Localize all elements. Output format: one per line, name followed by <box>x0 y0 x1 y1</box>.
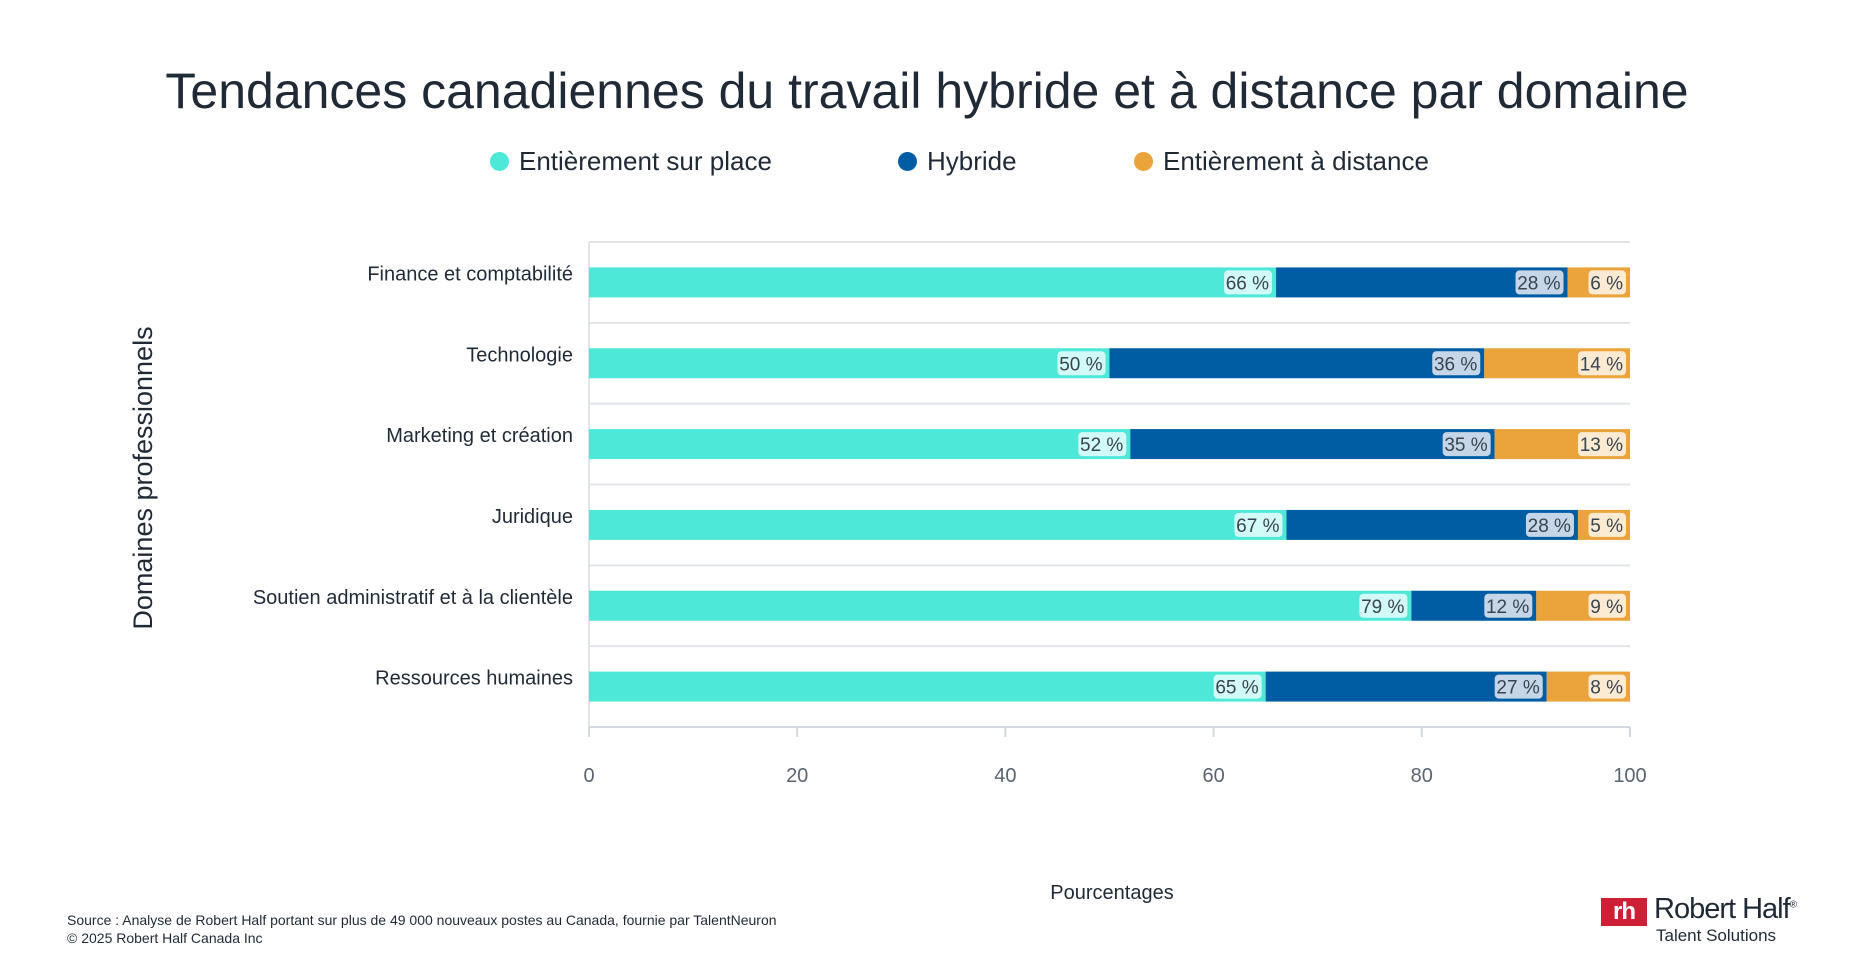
x-tick-label: 0 <box>583 765 594 787</box>
source-note: Source : Analyse de Robert Half portant … <box>67 912 777 928</box>
data-label: 52 % <box>1080 435 1123 456</box>
logo-tagline: Talent Solutions <box>1656 926 1777 945</box>
data-label: 14 % <box>1580 354 1623 375</box>
legend-dot-icon <box>490 152 509 171</box>
data-label-bg <box>1213 674 1262 699</box>
chart-title: Tendances canadiennes du travail hybride… <box>165 63 1689 119</box>
bar-segment <box>1130 429 1495 460</box>
bar-segment <box>589 590 1412 621</box>
legend-item-hybrid: Hybride <box>898 146 1017 177</box>
legend-label: Entièrement à distance <box>1163 146 1429 176</box>
bar-segment <box>589 267 1277 298</box>
x-tick-label: 80 <box>1411 765 1433 787</box>
bar-segment <box>589 671 1266 702</box>
data-label-bg <box>1432 351 1481 376</box>
data-label-bg <box>1057 351 1106 376</box>
data-label-bg <box>1515 270 1564 295</box>
data-label: 9 % <box>1590 597 1623 618</box>
bar-segment <box>1109 348 1485 379</box>
data-label-bg <box>1442 432 1491 457</box>
data-label: 8 % <box>1590 678 1623 699</box>
legend-dot-icon <box>898 152 917 171</box>
data-label-bg <box>1578 351 1626 376</box>
x-axis-title: Pourcentages <box>1050 882 1173 904</box>
data-label: 28 % <box>1528 516 1571 537</box>
x-tick-label: 40 <box>994 765 1016 787</box>
data-label-bg <box>1588 512 1626 537</box>
data-label: 79 % <box>1361 597 1404 618</box>
data-label-bg <box>1484 593 1533 618</box>
legend-label: Hybride <box>927 146 1017 176</box>
category-label: Juridique <box>492 506 573 528</box>
data-label-bg <box>1588 593 1626 618</box>
legend-dot-icon <box>1134 152 1153 171</box>
category-label: Marketing et création <box>386 425 573 447</box>
data-label: 50 % <box>1059 354 1102 375</box>
bar-segment <box>589 509 1287 540</box>
data-label-bg <box>1588 674 1626 699</box>
data-label-bg <box>1578 432 1626 457</box>
category-label: Technologie <box>466 344 573 366</box>
data-label: 6 % <box>1590 273 1623 294</box>
legend: Entièrement sur place Hybride Entièremen… <box>0 146 1854 182</box>
data-label-bg <box>1525 512 1574 537</box>
data-label: 67 % <box>1236 516 1279 537</box>
data-label-bg <box>1588 270 1626 295</box>
data-label-bg <box>1234 512 1283 537</box>
bar-segment <box>589 348 1110 379</box>
logo-name: Robert Half® <box>1654 893 1797 925</box>
data-label-bg <box>1359 593 1408 618</box>
data-label-bg <box>1224 270 1273 295</box>
data-label-bg <box>1078 432 1127 457</box>
y-axis-title: Domaines professionnels <box>128 326 158 629</box>
x-tick-label: 20 <box>786 765 808 787</box>
data-label: 35 % <box>1444 435 1487 456</box>
bar-segment <box>589 429 1131 460</box>
data-label: 28 % <box>1517 273 1560 294</box>
logo-mark: rh <box>1601 898 1647 926</box>
data-label: 13 % <box>1580 435 1623 456</box>
category-label: Soutien administratif et à la clientèle <box>253 587 573 609</box>
data-label: 66 % <box>1226 273 1269 294</box>
x-tick-label: 60 <box>1202 765 1224 787</box>
data-label: 5 % <box>1590 516 1623 537</box>
legend-item-remote: Entièrement à distance <box>1134 146 1429 177</box>
data-label-bg <box>1494 674 1543 699</box>
data-label: 65 % <box>1215 678 1258 699</box>
data-label: 12 % <box>1486 597 1529 618</box>
data-label: 36 % <box>1434 354 1477 375</box>
legend-label: Entièrement sur place <box>519 146 772 176</box>
data-label: 27 % <box>1496 678 1539 699</box>
category-label: Ressources humaines <box>375 668 573 690</box>
legend-item-on-site: Entièrement sur place <box>490 146 772 177</box>
category-label: Finance et comptabilité <box>367 263 573 285</box>
robert-half-logo: rh Robert Half® Talent Solutions <box>1601 893 1821 946</box>
x-tick-label: 100 <box>1613 765 1646 787</box>
copyright-note: © 2025 Robert Half Canada Inc <box>67 930 263 946</box>
